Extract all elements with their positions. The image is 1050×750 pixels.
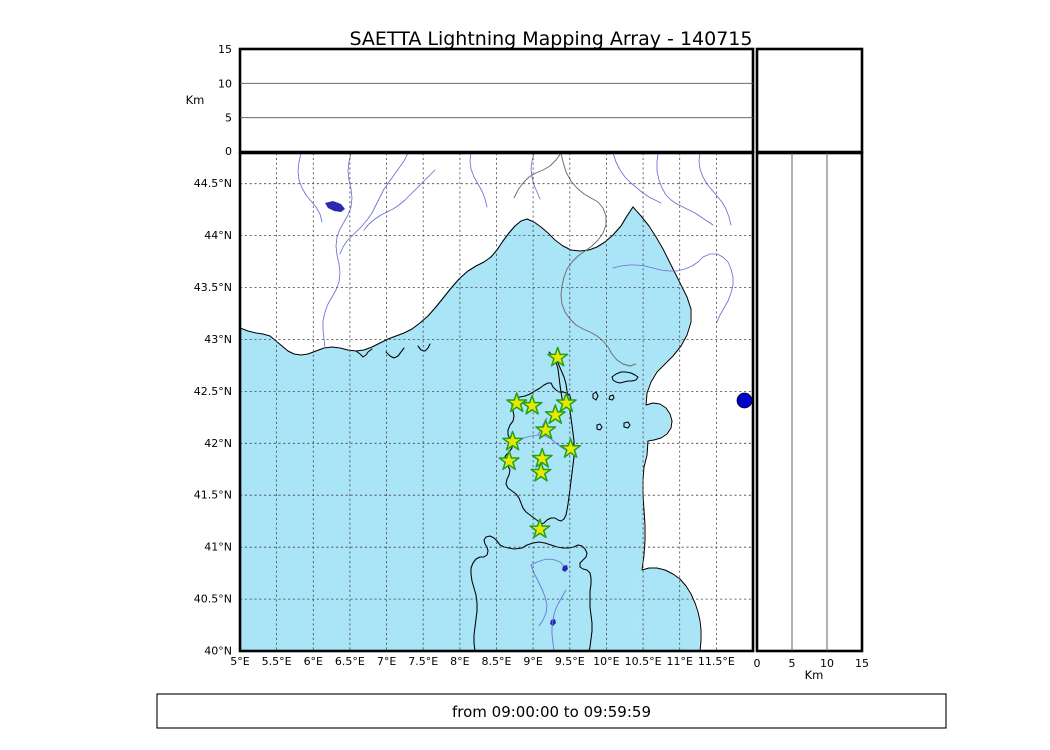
lake-sardinia-2 — [550, 619, 556, 626]
blue-dot-marker — [736, 392, 753, 409]
map-panel — [238, 151, 755, 653]
caption-box — [156, 693, 947, 729]
river-arno — [612, 256, 704, 272]
map-ytick-2: 41°N — [204, 541, 232, 554]
map-ytick-4: 42°N — [204, 437, 232, 450]
coastline-marseille-detail — [385, 347, 405, 359]
map-xtick-8: 9°E — [523, 655, 542, 668]
top-panel-frame — [238, 47, 755, 154]
map-x-tick-labels: 5°E 5.5°E 6°E 6.5°E 7°E 7.5°E 8°E 8.5°E … — [230, 655, 735, 668]
lake-sardinia-1 — [562, 565, 568, 572]
station-marker-01 — [547, 346, 569, 367]
right-panel-xtick-0: 0 — [754, 657, 761, 670]
station-marker-12 — [529, 518, 551, 539]
map-ytick-5: 42.5°N — [194, 385, 232, 398]
river-sardinia-2 — [551, 589, 567, 651]
coastline-giglio — [623, 421, 631, 429]
map-xtick-13: 11.5°E — [698, 655, 735, 668]
river-northern-1 — [469, 153, 488, 208]
river-sardinia-1 — [530, 564, 548, 627]
map-xtick-12: 11°E — [666, 655, 692, 668]
corner-panel-frame — [755, 47, 864, 154]
border-france-italy — [560, 153, 637, 367]
station-marker-03 — [521, 394, 543, 415]
map-xtick-5: 7.5°E — [408, 655, 438, 668]
caption-box-group: from 09:00:00 to 09:59:59 — [156, 693, 947, 729]
map-xtick-9: 9.5°E — [555, 655, 585, 668]
top-panel-axis-label: Km — [186, 93, 205, 107]
station-marker-07 — [502, 430, 524, 451]
right-altitude-panel: 0 5 10 15 Km — [754, 151, 869, 682]
sea-tyrrhenian-south — [638, 568, 700, 651]
river-sardinia-3 — [530, 558, 565, 567]
river-saone — [339, 153, 409, 255]
map-ytick-6: 43°N — [204, 333, 232, 346]
right-panel-frame — [755, 151, 864, 653]
map-ytick-1: 40.5°N — [194, 593, 232, 606]
river-po-tributary-1 — [612, 153, 662, 204]
station-marker-02 — [506, 392, 528, 413]
station-marker-09 — [531, 447, 553, 468]
corner-panel — [755, 47, 864, 154]
map-ytick-3: 41.5°N — [194, 489, 232, 502]
map-xtick-2: 6°E — [304, 655, 323, 668]
right-panel-xtick-15: 15 — [855, 657, 869, 670]
station-marker-10 — [498, 450, 520, 471]
station-marker-08 — [560, 437, 582, 458]
map-y-tick-labels: 40°N 40.5°N 41°N 41.5°N 42°N 42.5°N 43°N… — [194, 177, 232, 657]
station-marker-11 — [530, 461, 552, 482]
top-panel-ytick-5: 5 — [225, 112, 232, 125]
coastline-hyeres-detail — [417, 343, 431, 352]
coastline-provence-detail — [355, 348, 373, 358]
top-panel-ytick-10: 10 — [218, 77, 232, 90]
coastline-elba — [611, 371, 639, 384]
map-xtick-11: 10.5°E — [625, 655, 662, 668]
river-rhone — [322, 153, 353, 349]
coastline-liguria-italy — [632, 206, 702, 651]
station-marker-06 — [535, 419, 557, 440]
map-xtick-10: 10°E — [593, 655, 619, 668]
station-marker-04 — [555, 392, 577, 413]
right-panel-xtick-5: 5 — [789, 657, 796, 670]
map-xtick-4: 7°E — [377, 655, 396, 668]
river-po — [656, 153, 714, 226]
map-xtick-6: 8°E — [450, 655, 469, 668]
river-northern-2 — [530, 153, 541, 200]
right-panel-axis-label: Km — [805, 668, 824, 682]
page-title: SAETTA Lightning Mapping Array - 140715 — [350, 28, 753, 50]
map-xtick-1: 5.5°E — [262, 655, 292, 668]
map-ytick-8: 44°N — [204, 229, 232, 242]
lake-etang-de-berre — [325, 201, 345, 212]
landmass-italy-west-coast — [638, 309, 753, 651]
map-xtick-3: 6.5°E — [335, 655, 365, 668]
river-po-tributary-2 — [698, 153, 732, 226]
coastline-montecristo — [596, 423, 603, 431]
map-ytick-9: 44.5°N — [194, 177, 232, 190]
border-france-switzerland — [513, 153, 562, 199]
sea-bonifacio-strait — [500, 520, 600, 548]
coastline-sardinia — [521, 541, 593, 651]
river-tiber — [702, 253, 734, 323]
station-marker-05 — [544, 404, 566, 425]
map-xtick-7: 8.5°E — [482, 655, 512, 668]
coastline-capraia — [592, 391, 599, 401]
coastline-pianosa — [608, 394, 615, 401]
map-ytick-7: 43.5°N — [194, 281, 232, 294]
top-altitude-panel: 0 5 10 15 Km — [186, 43, 755, 158]
sea-follonica-bay — [645, 403, 671, 440]
coastline-sardinia-west — [470, 535, 523, 651]
caption-label: from 09:00:00 to 09:59:59 — [452, 703, 651, 721]
coastline-southern-france — [240, 206, 634, 356]
right-panel-xtick-10: 10 — [820, 657, 834, 670]
map-ytick-0: 40°N — [204, 645, 232, 658]
top-panel-ytick-15: 15 — [218, 43, 232, 56]
map-panel-frame — [238, 151, 755, 653]
map-xtick-0: 5°E — [230, 655, 249, 668]
lma-station-markers — [498, 346, 582, 539]
top-panel-ytick-0: 0 — [225, 145, 232, 158]
river-loire-upper — [297, 153, 323, 223]
